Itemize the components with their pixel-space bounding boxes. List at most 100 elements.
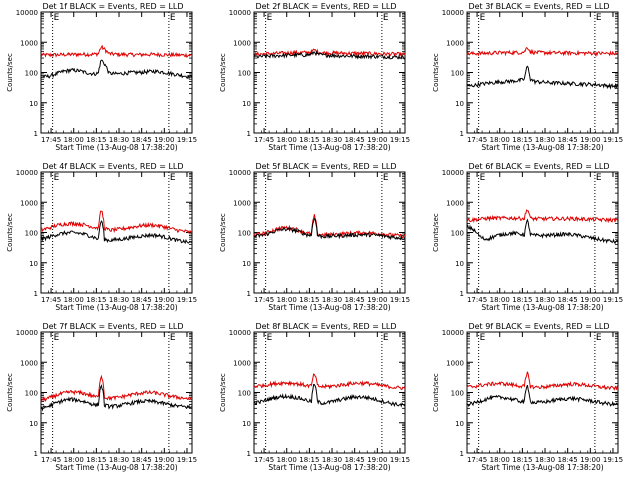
event-marker-label: E [170,13,176,23]
series-line-events [253,383,406,408]
detector-panel-7: Det 7f BLACK = Events, RED = LLD 1 10 100 10… [6,322,197,472]
x-tick-label: 18:45 [132,456,152,464]
event-marker-label: E [383,333,389,343]
x-axis-label: Start Time (13-Aug-08 17:38:20) [268,463,390,472]
y-tick-label: 100 [238,390,251,398]
y-tick-label: 10000 [16,169,38,177]
x-tick-label: 17:45 [41,136,61,144]
y-tick-label: 10 [29,100,38,108]
event-marker-label: E [54,173,60,183]
y-tick-label: 10000 [229,9,251,17]
y-tick-label: 10000 [16,9,38,17]
x-tick-label: 18:00 [490,456,510,464]
x-tick-label: 17:45 [41,456,61,464]
y-tick-label: 100 [25,390,38,398]
x-tick-label: 18:45 [558,456,578,464]
x-tick-label: 18:15 [299,456,319,464]
x-tick-label: 17:45 [254,296,274,304]
x-tick-label: 19:15 [177,456,197,464]
y-tick-label: 1 [460,130,464,138]
x-tick-label: 18:00 [64,456,84,464]
series-line-lld [40,44,193,58]
x-tick-label: 19:00 [154,456,174,464]
series-line-events [467,384,619,407]
x-tick-label: 18:30 [535,296,555,304]
series-line-events [40,220,193,245]
event-marker-label: E [383,13,389,23]
y-tick-label: 1000 [233,199,251,207]
y-tick-label: 100 [451,390,464,398]
y-tick-label: 100 [25,70,38,78]
x-tick-label: 17:45 [254,136,274,144]
event-marker-label: E [170,173,176,183]
series-line-lld [466,371,619,392]
x-tick-label: 18:45 [558,136,578,144]
y-tick-label: 100 [451,230,464,238]
event-marker-label: E [480,333,486,343]
event-marker-label: E [596,173,602,183]
detector-panel-2: Det 2f BLACK = Events, RED = LLD 1 10 100 10… [219,2,410,152]
x-tick-label: 19:00 [580,136,600,144]
y-axis-label: Counts/sec [6,213,14,252]
x-tick-label: 19:15 [177,296,197,304]
event-marker-label: E [596,333,602,343]
x-tick-label: 18:30 [109,456,129,464]
x-tick-label: 18:00 [490,136,510,144]
x-tick-label: 19:00 [367,136,387,144]
x-tick-label: 18:30 [535,456,555,464]
x-tick-label: 19:15 [390,296,410,304]
series-line-lld [40,210,193,234]
event-marker-label: E [54,13,60,23]
x-tick-label: 18:45 [345,456,365,464]
y-tick-label: 10 [29,260,38,268]
y-tick-label: 1 [247,130,251,138]
x-tick-label: 17:45 [467,296,487,304]
x-tick-label: 17:45 [467,456,487,464]
x-tick-label: 19:15 [177,136,197,144]
series-line-lld [466,209,619,224]
series-line-lld [40,374,193,403]
series-line-events [40,59,193,80]
series-line-lld [466,47,619,57]
x-tick-label: 19:15 [390,136,410,144]
panel-title: Det 9f BLACK = Events, RED = LLD [468,322,609,331]
y-tick-label: 1000 [446,199,464,207]
x-axis-label: Start Time (13-Aug-08 17:38:20) [268,303,390,312]
y-tick-label: 1 [460,450,464,458]
x-axis-label: Start Time (13-Aug-08 17:38:20) [481,463,603,472]
y-axis-label: Counts/sec [432,373,440,412]
x-tick-label: 18:15 [512,136,532,144]
x-tick-label: 18:00 [64,136,84,144]
panel-title: Det 8f BLACK = Events, RED = LLD [255,322,396,331]
panel-title: Det 4f BLACK = Events, RED = LLD [42,162,183,171]
y-tick-label: 1000 [446,359,464,367]
y-tick-label: 10000 [229,329,251,337]
x-tick-label: 18:15 [299,296,319,304]
x-tick-label: 19:00 [154,296,174,304]
y-tick-label: 10 [29,420,38,428]
x-axis-label: Start Time (13-Aug-08 17:38:20) [55,463,177,472]
x-tick-label: 19:15 [603,456,623,464]
x-axis-label: Start Time (13-Aug-08 17:38:20) [268,143,390,152]
y-tick-label: 1 [460,290,464,298]
y-axis-label: Counts/sec [219,213,227,252]
x-axis-label: Start Time (13-Aug-08 17:38:20) [55,143,177,152]
y-axis-label: Counts/sec [219,373,227,412]
x-tick-label: 18:15 [512,456,532,464]
y-tick-label: 100 [238,70,251,78]
x-tick-label: 18:15 [86,456,106,464]
x-axis-label: Start Time (13-Aug-08 17:38:20) [55,303,177,312]
y-tick-label: 100 [238,230,251,238]
panel-title: Det 2f BLACK = Events, RED = LLD [255,2,396,11]
x-axis-label: Start Time (13-Aug-08 17:38:20) [481,143,603,152]
x-tick-label: 17:45 [41,296,61,304]
y-axis-label: Counts/sec [6,53,14,92]
y-tick-label: 100 [451,70,464,78]
event-marker-label: E [383,173,389,183]
event-marker-label: E [596,13,602,23]
detector-panel-4: Det 4f BLACK = Events, RED = LLD 1 10 100 10… [6,162,197,312]
x-tick-label: 18:00 [64,296,84,304]
series-line-events [253,50,406,60]
y-tick-label: 1000 [20,359,38,367]
